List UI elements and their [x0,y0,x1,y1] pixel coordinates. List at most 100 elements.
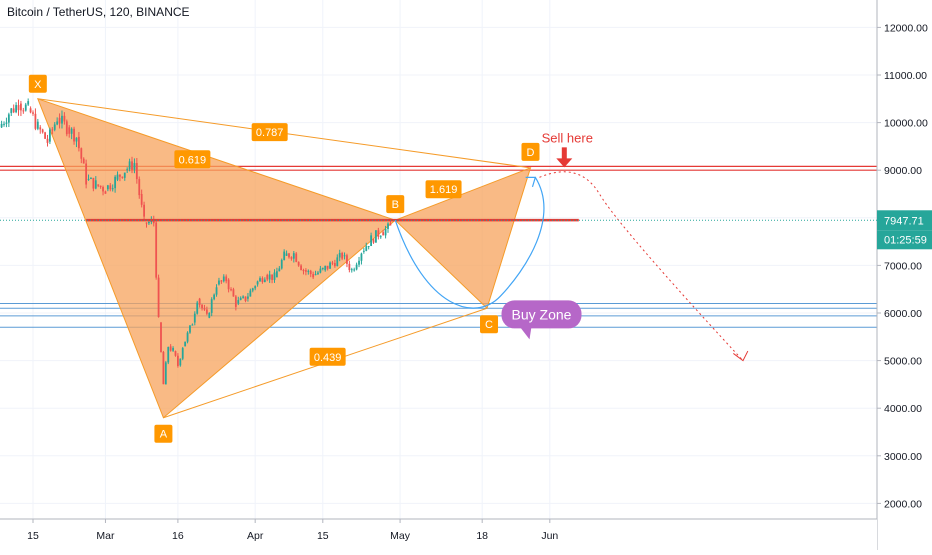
time-tick-label: Jun [541,530,558,542]
candle-body [304,270,307,272]
candle-body [160,322,162,352]
candle-body [140,194,143,205]
candle-body [227,279,230,290]
candle-body [292,253,295,259]
ratio-label-box [425,180,462,199]
candle-body [85,163,88,185]
candle-body [131,161,133,170]
point-label: D [527,147,535,159]
candle-body [0,123,3,128]
ratio-label-box [309,347,346,366]
candle-body [321,267,324,269]
candle-body [51,129,54,131]
candle-body [220,280,223,282]
candle-body [254,286,257,289]
candle-body [242,296,245,298]
candle-body [126,169,129,171]
candle-body [133,163,136,170]
candle-body [104,191,107,194]
candle-body [234,296,237,307]
candle-body [116,174,119,180]
candle-body [230,289,232,291]
candle-body [367,246,370,248]
candle-body [17,105,20,111]
candle-body [65,121,68,135]
candles [0,98,392,385]
candle-body [10,108,13,114]
candle-body [75,137,78,142]
price-axis-bg [877,0,932,550]
projected-path [394,177,545,309]
candle-body [353,269,356,271]
candle-body [61,115,63,124]
symbol-title: Bitcoin / TetherUS, 120, BINANCE [7,5,190,19]
point-label: C [485,319,493,331]
candle-body [123,172,126,178]
time-tick-label: Mar [96,530,115,542]
candle-body [201,304,203,309]
candle-body [94,180,97,189]
candle-body [309,270,312,275]
ratio-label-box [251,123,288,142]
candle-body [314,274,317,276]
candle-body [145,222,148,224]
candle-body [268,274,271,280]
candle-body [174,351,177,356]
candle-body [198,298,201,305]
candle-body [189,325,191,333]
ratio-label: 0.787 [256,127,284,139]
candle-body [97,184,100,186]
candle-body [114,176,117,189]
price-tick-label: 3000.00 [884,451,922,463]
candle-body [164,362,167,385]
candle-body [77,136,80,149]
candle-body [244,296,247,301]
candle-body [56,121,59,125]
candle-body [205,309,208,314]
candle-body [87,178,90,180]
candle-body [181,348,184,359]
candle-body [208,312,211,318]
candle-body [68,127,71,134]
price-tick-label: 10000.00 [884,118,928,130]
candle-body [179,358,182,366]
candle-body [106,185,109,190]
candle-body [39,127,42,130]
candle-body [58,117,61,124]
candle-body [90,177,92,179]
candle-body [273,272,276,280]
drop-path [539,171,744,361]
candle-body [225,276,228,282]
candle-body [288,253,290,258]
candle-body [317,272,319,275]
candle-body [157,277,160,317]
ratio-label: 0.619 [179,154,207,166]
candle-body [29,108,32,113]
candle-body [372,239,375,243]
candle-body [312,274,315,278]
point-label-box [28,74,47,93]
time-tick-label: 18 [476,530,488,542]
candle-body [370,235,372,247]
candle-body [360,253,363,261]
time-tick-label: May [390,530,411,542]
buy-zone-label: Buy Zone [512,306,572,322]
buy-zone-bubble [501,300,582,329]
point-label-box [521,142,540,161]
candle-body [102,187,104,192]
candle-body [20,103,22,111]
candle-body [155,222,158,278]
candle-body [27,101,30,105]
candle-body [12,108,15,113]
candle-body [63,115,66,122]
sell-label: Sell here [542,130,593,145]
candle-body [300,265,302,271]
ratio-label-box [174,150,211,169]
projected-arrowhead [525,176,537,188]
buy-zone-pointer [519,326,532,340]
candle-body [285,253,288,256]
candle-body [336,257,339,267]
candle-body [196,302,199,314]
candle-body [167,347,170,363]
candle-body [256,281,259,285]
